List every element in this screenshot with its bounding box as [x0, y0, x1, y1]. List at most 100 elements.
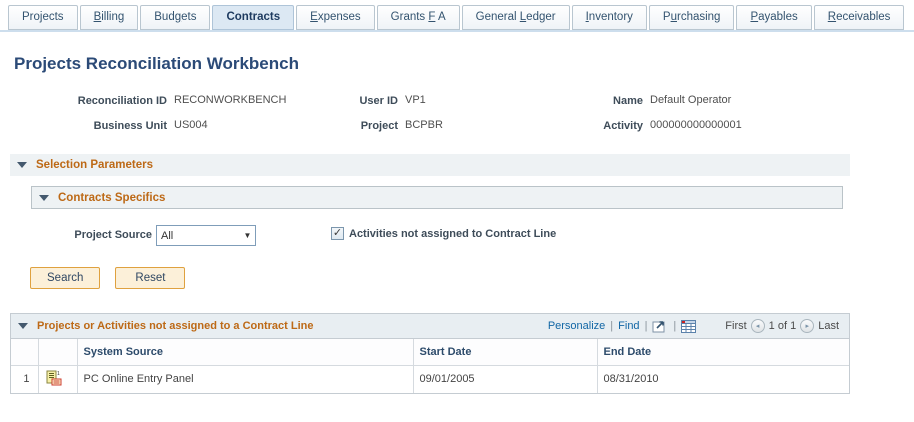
selection-parameters-section: Selection Parameters [10, 154, 850, 176]
row-number-cell: 1 [11, 365, 39, 393]
tab-label: ayables [758, 11, 798, 23]
tab-expenses[interactable]: Expenses [296, 5, 375, 30]
tab-label: E [310, 11, 318, 23]
activity-label: Activity [603, 120, 643, 132]
project-source-select[interactable]: All ▼ [156, 225, 256, 246]
tab-grants-fa[interactable]: Grants F A [376, 5, 460, 30]
tab-billing[interactable]: Billing [79, 5, 139, 30]
reconciliation-id-label: Reconciliation ID [77, 95, 167, 107]
tab-label: P [750, 11, 759, 23]
tab-label: R [827, 11, 837, 23]
pager-last-label[interactable]: Last [818, 320, 839, 332]
contracts-specifics-title[interactable]: Contracts Specifics [58, 191, 166, 204]
tab-bar: Projects Billing Budgets Contracts Expenses G… [0, 0, 914, 32]
user-id-value: VP1 [405, 94, 426, 106]
pager-prev-icon[interactable]: ◂ [750, 319, 765, 333]
personalize-link[interactable]: Personalize [547, 320, 606, 332]
key-fields: Reconciliation ID RECONWORKBENCH User ID… [12, 94, 914, 132]
toolbar-separator: | [644, 320, 648, 332]
tab-label: F [428, 11, 436, 23]
tab-label: General [475, 11, 520, 23]
business-unit-value: US004 [174, 119, 208, 131]
download-spreadsheet-icon[interactable] [681, 319, 697, 333]
row-icon-cell: 1 [38, 365, 78, 393]
tab-label: ets [181, 11, 197, 23]
system-source-header: System Source [77, 339, 414, 366]
grid-title[interactable]: Projects or Activities not assigned to a… [37, 320, 314, 332]
activities-checkbox-wrap[interactable]: ✓ Activities not assigned to Contract Li… [331, 227, 556, 240]
activity-value: 000000000000001 [650, 119, 742, 131]
tab-label: P [662, 11, 671, 23]
tab-label: edger [526, 11, 556, 23]
start-date-header: Start Date [413, 339, 598, 366]
chevron-down-icon: ▼ [243, 231, 252, 240]
project-label: Project [360, 120, 398, 132]
tab-general-ledger[interactable]: General Ledger [461, 5, 570, 30]
end-date-header: End Date [597, 339, 849, 366]
collapse-arrow-icon[interactable] [17, 162, 27, 168]
find-link[interactable]: Find [618, 320, 640, 332]
tab-label: I [585, 11, 589, 23]
tab-label: eceivables [836, 11, 891, 23]
tab-label: Pro [22, 11, 40, 23]
tab-payables[interactable]: Payables [736, 5, 812, 30]
grid-toolbar: Personalize | Find | | First [548, 319, 849, 333]
tab-label: xpenses [317, 11, 361, 23]
tab-label: B [93, 11, 102, 23]
tab-label: L [519, 11, 527, 23]
tab-label: Contracts [226, 11, 281, 23]
pager-first-label[interactable]: First [725, 320, 747, 332]
project-value: BCPBR [405, 119, 443, 131]
svg-text:1: 1 [57, 371, 60, 377]
results-grid: Projects or Activities not assigned to a… [10, 313, 850, 394]
tab-label: u [670, 11, 677, 23]
collapse-arrow-icon[interactable] [39, 194, 49, 201]
row-number-header [11, 339, 39, 366]
user-id-label: User ID [359, 95, 398, 107]
tab-label: A [435, 11, 446, 23]
tab-label: ects [42, 11, 64, 23]
grid-pager: First ◂ 1 of 1 ▸ Last [725, 319, 839, 333]
action-buttons: Search Reset [30, 267, 914, 289]
search-button[interactable]: Search [30, 267, 101, 289]
start-date-cell: 09/01/2005 [413, 365, 598, 393]
tab-contracts[interactable]: Contracts [212, 5, 295, 30]
tab-label: rchasing [676, 11, 721, 23]
collapse-arrow-icon[interactable] [18, 323, 28, 329]
row-icon-header [38, 339, 78, 366]
tab-label: illing [101, 11, 125, 23]
business-unit-label: Business Unit [93, 120, 167, 132]
project-source-selected-value: All [161, 229, 174, 242]
toolbar-separator: | [673, 320, 677, 332]
tab-label: Bud [154, 11, 175, 23]
activities-checkbox-label: Activities not assigned to Contract Line [349, 227, 557, 240]
reset-button[interactable]: Reset [115, 267, 186, 289]
contracts-specifics-section: Contracts Specifics [31, 186, 843, 209]
page-title: Projects Reconciliation Workbench [14, 54, 299, 73]
tab-budgets[interactable]: Budgets [140, 5, 211, 30]
tab-label: Grants [390, 11, 429, 23]
results-table: System Source Start Date End Date 1 1 PC O… [11, 339, 849, 393]
grid-header-bar: Projects or Activities not assigned to a… [11, 314, 849, 339]
reconciliation-id-value: RECONWORKBENCH [174, 94, 287, 106]
tab-receivables[interactable]: Receivables [813, 5, 905, 30]
activities-checkbox[interactable]: ✓ [331, 227, 344, 240]
tab-label: g [174, 11, 182, 23]
drilldown-document-icon[interactable]: 1 [45, 370, 62, 389]
contracts-specifics-controls: Project Source All ▼ ✓ Activities not as… [0, 225, 914, 247]
project-source-label: Project Source [74, 229, 152, 241]
name-value: Default Operator [650, 94, 732, 106]
end-date-cell: 08/31/2010 [603, 373, 659, 386]
pager-position: 1 of 1 [768, 320, 797, 332]
table-row: 1 1 PC Online Entry Panel 09/01/2005 08/31/2… [11, 365, 849, 393]
tab-inventory[interactable]: Inventory [571, 5, 647, 30]
pager-next-icon[interactable]: ▸ [800, 319, 815, 333]
tab-label: j [39, 11, 43, 23]
tab-label: nventory [588, 11, 633, 23]
toolbar-separator: | [610, 320, 614, 332]
selection-parameters-title[interactable]: Selection Parameters [36, 159, 153, 171]
tab-projects[interactable]: Projects [8, 5, 78, 30]
tab-purchasing[interactable]: Purchasing [648, 5, 735, 30]
zoom-popup-icon[interactable] [652, 319, 668, 333]
table-header-row: System Source Start Date End Date [11, 339, 849, 366]
